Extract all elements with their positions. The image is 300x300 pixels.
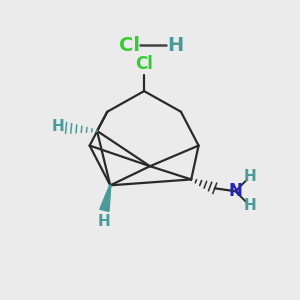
Text: H: H — [244, 169, 256, 184]
Text: H: H — [167, 36, 183, 55]
Polygon shape — [100, 185, 111, 212]
Text: Cl: Cl — [119, 36, 140, 55]
Text: N: N — [229, 182, 242, 200]
Text: H: H — [244, 198, 256, 213]
Text: Cl: Cl — [135, 56, 153, 74]
Text: H: H — [98, 214, 111, 229]
Text: H: H — [52, 119, 64, 134]
